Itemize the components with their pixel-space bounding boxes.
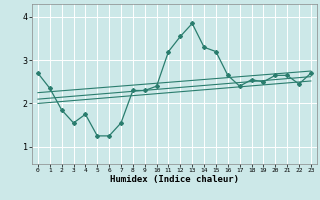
X-axis label: Humidex (Indice chaleur): Humidex (Indice chaleur)	[110, 175, 239, 184]
